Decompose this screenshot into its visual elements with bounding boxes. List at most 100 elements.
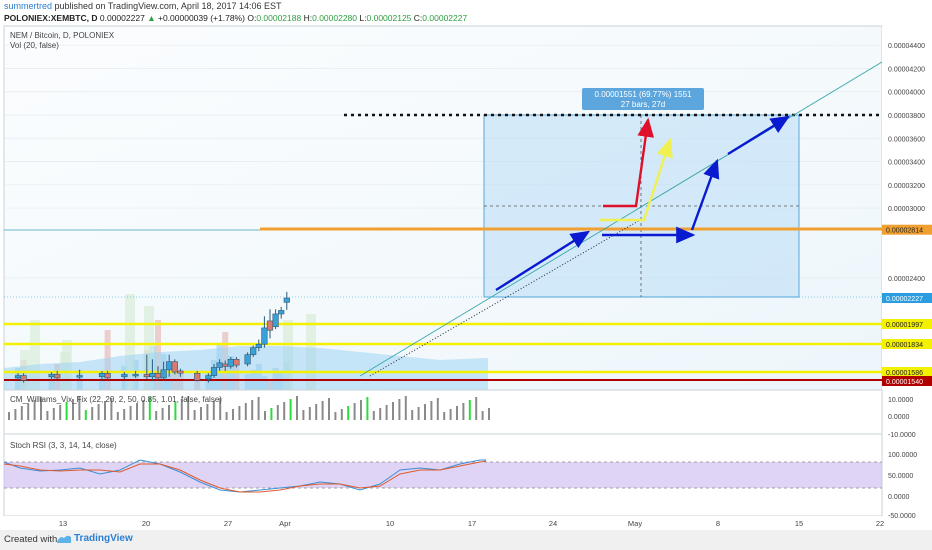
candle-body[interactable] xyxy=(266,320,274,331)
low-label: L: xyxy=(359,13,367,23)
price-tag xyxy=(882,367,932,377)
created-with-label: Created with xyxy=(4,534,58,545)
candle-body[interactable] xyxy=(98,372,106,378)
price-tag xyxy=(882,376,932,386)
vix-bar xyxy=(443,412,446,420)
candle-body[interactable] xyxy=(121,374,128,378)
tradingview-link[interactable]: TradingView xyxy=(74,533,133,544)
legend-title: NEM / Bitcoin, D, POLONIEX xyxy=(10,31,115,40)
arrow-yellow[interactable] xyxy=(600,137,673,222)
vix-bar xyxy=(372,411,375,420)
price-tick-label: 0.00002400 xyxy=(888,276,925,283)
candle-body[interactable] xyxy=(283,297,290,303)
candle-body[interactable] xyxy=(272,313,279,328)
vix-bar xyxy=(104,401,106,420)
arrow-blue-3[interactable] xyxy=(690,158,720,231)
vix-bar xyxy=(91,407,94,420)
price-tag xyxy=(882,339,932,349)
candle-body[interactable] xyxy=(132,374,139,377)
candle-body[interactable] xyxy=(143,374,150,378)
price-tick-label: 0.00004000 xyxy=(888,90,925,97)
candle-body[interactable] xyxy=(278,310,285,315)
candle-body[interactable] xyxy=(154,372,162,379)
arrow-blue-1[interactable] xyxy=(495,230,591,292)
vix-bar xyxy=(308,407,311,420)
candle-body[interactable] xyxy=(76,375,83,378)
vix-bar xyxy=(59,405,62,420)
candle-body[interactable] xyxy=(149,372,156,378)
footer-bar: Created with TradingView xyxy=(0,530,932,550)
vix-bar xyxy=(232,409,234,420)
vix-bar xyxy=(340,409,343,420)
publish-info: published on TradingView.com, April 18, … xyxy=(52,1,282,11)
candle-body[interactable] xyxy=(194,372,201,381)
time-tick-label: 10 xyxy=(386,519,394,528)
low-value: 0.00002125 xyxy=(366,13,412,23)
time-axis-bg xyxy=(4,516,882,528)
symbol-label: POLONIEX:XEMBTC, D xyxy=(4,13,98,23)
price-tag xyxy=(882,224,932,235)
time-tick-label: Apr xyxy=(279,519,291,528)
vix-bar xyxy=(456,406,458,420)
price-tag xyxy=(882,319,932,329)
vix-bar xyxy=(225,412,228,420)
candle-body[interactable] xyxy=(244,354,251,365)
volume-bar xyxy=(30,320,40,390)
price-tick-label: 0.00003000 xyxy=(888,206,925,213)
candle-body[interactable] xyxy=(233,359,240,366)
candle-body[interactable] xyxy=(20,375,27,381)
vix-bar xyxy=(212,401,215,420)
price-tick-label: 0.00004400 xyxy=(888,43,925,50)
vix-bar xyxy=(20,406,23,420)
vix-bar xyxy=(449,409,452,420)
candle-body[interactable] xyxy=(250,347,257,355)
vix-bar xyxy=(392,402,394,420)
vix-bar xyxy=(398,399,401,420)
vix-bar xyxy=(283,402,286,420)
candle-body[interactable] xyxy=(177,370,184,374)
candle-body[interactable] xyxy=(104,372,111,379)
vix-bar xyxy=(123,409,126,420)
vix-bar xyxy=(360,400,362,420)
price-axis-labels: 0.00004400 0.00004200 0.00004000 0.00003800… xyxy=(882,43,932,386)
candle-body[interactable] xyxy=(160,369,167,379)
candle-body[interactable] xyxy=(210,367,218,376)
vix-tick-label: 10.0000 xyxy=(888,397,913,404)
time-axis[interactable]: 13 20 27 Apr 10 17 24 May 8 15 22 xyxy=(4,516,884,528)
chart-canvas[interactable]: 0.00001551 (69.77%) 1551 27 bars, 27d 0.… xyxy=(0,24,932,530)
candle-body[interactable] xyxy=(205,375,212,380)
rsi-k-line xyxy=(3,459,486,493)
rsi-d-line xyxy=(3,460,487,493)
arrow-red[interactable] xyxy=(603,117,654,208)
arrow-blue-4[interactable] xyxy=(727,115,791,156)
rsi-axis: 100.0000 50.0000 0.0000 -50.0000 xyxy=(888,452,917,520)
price-tag xyxy=(882,293,932,303)
vix-bar xyxy=(187,396,190,420)
author-link[interactable]: summertred xyxy=(4,1,53,11)
candle-body[interactable] xyxy=(222,363,229,367)
candle-body[interactable] xyxy=(216,362,223,368)
vix-bar xyxy=(72,399,74,420)
time-tick-label: 17 xyxy=(468,519,476,528)
candle-body[interactable] xyxy=(14,375,22,379)
candle-body[interactable] xyxy=(54,374,61,379)
candle-body[interactable] xyxy=(261,327,268,345)
vix-bar xyxy=(289,399,292,420)
close-label: C: xyxy=(413,13,423,23)
candle-body[interactable] xyxy=(255,343,262,348)
candle-body[interactable] xyxy=(166,361,173,371)
vix-bar xyxy=(136,403,138,420)
vix-bar xyxy=(302,410,305,420)
candle-body[interactable] xyxy=(48,374,55,378)
open-value: 0.00002188 xyxy=(256,13,302,23)
ohlc-line: POLONIEX:XEMBTC, D 0.00002227 ▲ +0.00000… xyxy=(4,13,467,23)
price-tick-label: 0.00003800 xyxy=(888,113,925,120)
rsi-band xyxy=(4,462,882,488)
candle-body[interactable] xyxy=(171,361,178,373)
vix-bar xyxy=(180,399,183,420)
candle-body[interactable] xyxy=(227,359,234,367)
vix-bar xyxy=(193,410,196,420)
vix-bar xyxy=(404,396,407,420)
vix-bar xyxy=(296,396,298,420)
price-axis[interactable] xyxy=(882,26,932,390)
